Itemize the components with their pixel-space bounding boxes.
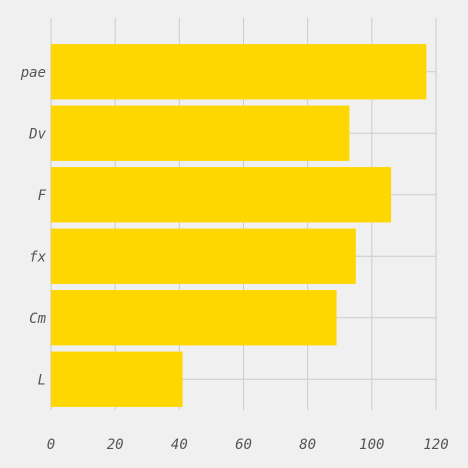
x-tick-label: 0 [47,437,55,453]
x-tick-label: 80 [299,437,316,453]
bar-fx [51,229,356,284]
x-tick-label: 40 [171,437,188,453]
x-tick-label: 100 [359,437,384,453]
y-tick-label: F [38,188,47,204]
x-tick-label: 60 [235,437,252,453]
y-tick-labels: pae Dv Ffx Cm L [20,65,47,389]
y-tick-label: Dv [28,126,46,142]
y-tick-label: Cm [29,311,46,327]
bar-Dv [51,106,349,161]
y-tick-label: pae [20,65,46,81]
y-tick-label: fx [29,249,46,265]
bar-L [51,352,183,407]
y-tick-label: L [38,372,46,388]
x-tick-labels: 0 20 40 60 80 100 120 [47,437,449,453]
bar-F [51,167,391,222]
bar-pae [51,44,426,99]
bar-Cm [51,290,337,345]
x-tick-label: 20 [107,437,124,453]
bars [51,44,426,407]
x-tick-label: 120 [423,437,448,453]
